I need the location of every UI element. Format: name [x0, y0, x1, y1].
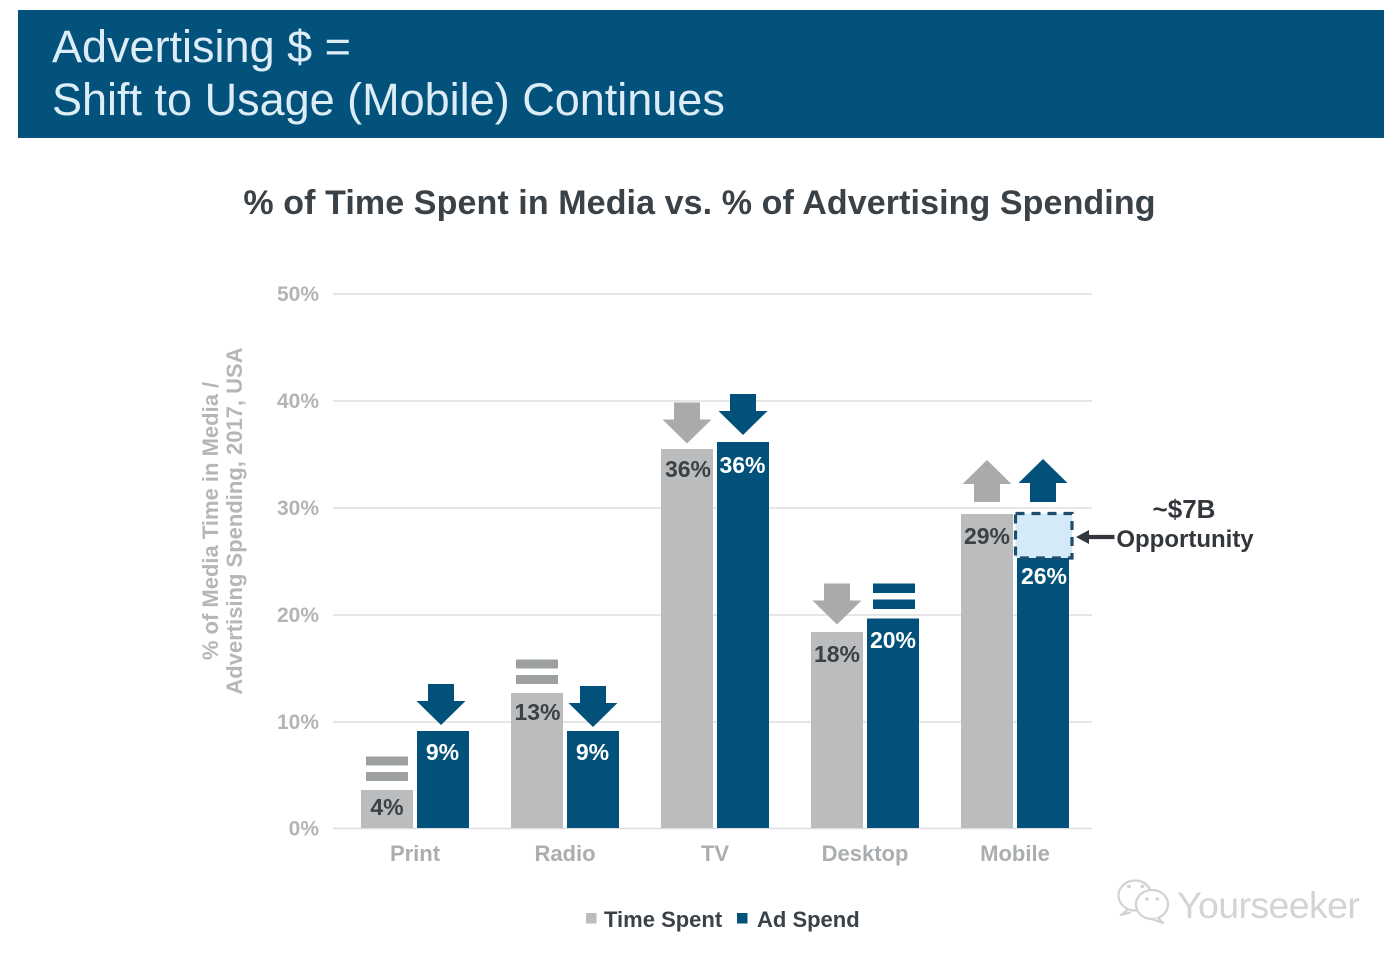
svg-text:20%: 20%: [277, 604, 319, 627]
svg-text:Opportunity: Opportunity: [1116, 526, 1254, 553]
svg-text:36%: 36%: [665, 456, 711, 482]
svg-text:Advertising Spending, 2017, US: Advertising Spending, 2017, USA: [222, 347, 247, 694]
svg-text:% of Media Time in Media /: % of Media Time in Media /: [198, 382, 223, 660]
svg-text:Time Spent: Time Spent: [604, 907, 723, 932]
svg-text:18%: 18%: [814, 641, 860, 667]
svg-text:40%: 40%: [277, 390, 319, 413]
svg-text:9%: 9%: [426, 739, 459, 765]
svg-text:Yourseeker: Yourseeker: [1177, 884, 1359, 926]
svg-text:Radio: Radio: [534, 841, 595, 866]
svg-text:Desktop: Desktop: [822, 841, 909, 866]
svg-text:Mobile: Mobile: [980, 841, 1050, 866]
svg-text:26%: 26%: [1021, 563, 1067, 589]
svg-text:TV: TV: [701, 841, 729, 866]
svg-text:0%: 0%: [289, 818, 320, 841]
svg-text:20%: 20%: [870, 627, 916, 653]
svg-text:30%: 30%: [277, 497, 319, 520]
svg-text:9%: 9%: [576, 739, 609, 765]
svg-text:13%: 13%: [514, 699, 560, 725]
svg-text:29%: 29%: [964, 523, 1010, 549]
svg-text:~$7B: ~$7B: [1153, 494, 1216, 524]
svg-text:4%: 4%: [370, 794, 403, 820]
svg-text:Print: Print: [390, 841, 441, 866]
svg-text:Ad Spend: Ad Spend: [757, 907, 860, 932]
svg-text:36%: 36%: [719, 452, 765, 478]
svg-text:10%: 10%: [277, 711, 319, 734]
svg-text:50%: 50%: [277, 283, 319, 306]
